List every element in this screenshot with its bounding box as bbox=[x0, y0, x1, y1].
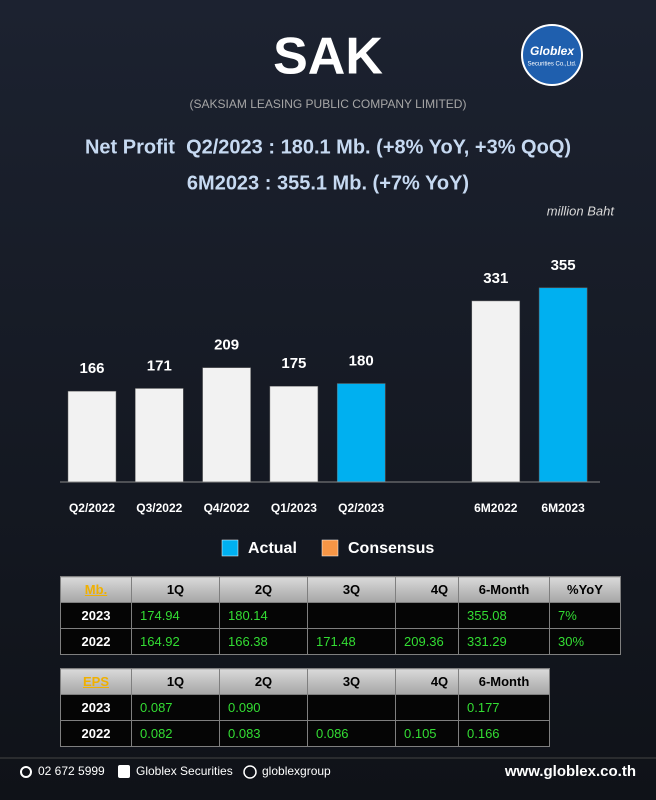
bar bbox=[67, 390, 117, 483]
footer-phone: 02 672 5999 bbox=[38, 764, 105, 778]
x-tick-label: 6M2023 bbox=[541, 501, 585, 515]
table-cell: 3Q bbox=[307, 576, 396, 603]
table-cell: 0.082 bbox=[131, 720, 220, 747]
data-label: 166 bbox=[79, 360, 104, 377]
table-row: 2023 0.087 0.090 bbox=[60, 694, 484, 721]
bar bbox=[538, 287, 588, 483]
facebook-icon bbox=[118, 765, 130, 778]
table-cell: 164.92 bbox=[131, 628, 220, 655]
x-tick-label: Q1/2023 bbox=[271, 501, 317, 515]
table-row: 0.177 bbox=[458, 694, 550, 721]
table-cell: 2022 bbox=[60, 720, 132, 747]
table-cell: 7% bbox=[549, 602, 621, 629]
unit-label: million Baht bbox=[547, 203, 616, 218]
x-tick-label: Q2/2023 bbox=[338, 501, 384, 515]
legend-swatch bbox=[221, 539, 239, 557]
data-table: 6-Month %YoY 355.08 7% 331.29 30% bbox=[458, 576, 621, 655]
table-cell bbox=[307, 694, 396, 721]
x-tick-label: Q3/2022 bbox=[136, 501, 182, 515]
table-cell: 174.94 bbox=[131, 602, 220, 629]
table-cell: 1Q bbox=[131, 668, 220, 695]
bar bbox=[202, 367, 251, 483]
footer-website: www.globlex.co.th bbox=[504, 763, 636, 780]
table-cell: 3Q bbox=[307, 668, 396, 695]
data-table: Mb. 1Q 2Q 3Q 4Q 2023 174.94 180.14 2022 164.92 166… bbox=[60, 576, 484, 655]
table-cell: 0.177 bbox=[458, 694, 550, 721]
x-tick-label: Q2/2022 bbox=[69, 501, 115, 515]
table-cell: 2Q bbox=[219, 576, 308, 603]
table-cell: 6-Month bbox=[458, 576, 550, 603]
table-cell: 180.14 bbox=[219, 602, 308, 629]
table-cell: 1Q bbox=[131, 576, 220, 603]
table-cell: %YoY bbox=[549, 576, 621, 603]
table-row: 2022 164.92 166.38 171.48 209.36 bbox=[60, 628, 484, 655]
bar bbox=[135, 388, 184, 483]
table-cell: Mb. bbox=[60, 576, 132, 603]
table-cell: 0.090 bbox=[219, 694, 308, 721]
data-table: 6-Month 0.177 0.166 bbox=[458, 668, 550, 747]
data-label: 180 bbox=[349, 353, 374, 370]
bar bbox=[336, 383, 386, 483]
table-row: EPS 1Q 2Q 3Q 4Q bbox=[60, 668, 484, 695]
table-row: 2022 0.082 0.083 0.086 0.105 bbox=[60, 720, 484, 747]
bar bbox=[471, 300, 521, 483]
logo-circle bbox=[521, 24, 583, 86]
table-cell: 171.48 bbox=[307, 628, 396, 655]
table-row: 0.166 bbox=[458, 720, 550, 747]
data-label: 175 bbox=[281, 355, 306, 372]
table-cell: 0.166 bbox=[458, 720, 550, 747]
table-row: Mb. 1Q 2Q 3Q 4Q bbox=[60, 576, 484, 603]
data-label: 209 bbox=[214, 337, 239, 354]
data-label: 171 bbox=[147, 357, 172, 374]
table-cell: 2Q bbox=[219, 668, 308, 695]
x-tick-label: 6M2022 bbox=[474, 501, 518, 515]
data-table: EPS 1Q 2Q 3Q 4Q 2023 0.087 0.090 2022 0.082 0.083 0… bbox=[60, 668, 484, 747]
table-row: 6-Month %YoY bbox=[458, 576, 621, 603]
telegram-icon bbox=[243, 765, 257, 779]
bar bbox=[269, 386, 319, 483]
headline: 6M2023 : 355.1 Mb. (+7% YoY) bbox=[187, 172, 469, 194]
table-cell: 331.29 bbox=[458, 628, 550, 655]
table-cell: 0.083 bbox=[219, 720, 308, 747]
data-label: 355 bbox=[551, 257, 576, 274]
phone-icon bbox=[20, 766, 32, 778]
logo-sub: Securities Co.,Ltd. bbox=[527, 62, 576, 68]
headline: Net Profit Q2/2023 : 180.1 Mb. (+8% YoY,… bbox=[85, 136, 571, 158]
table-row: 2023 174.94 180.14 bbox=[60, 602, 484, 629]
table-cell: EPS bbox=[60, 668, 132, 695]
table-cell: 2023 bbox=[60, 602, 132, 629]
table-row: 331.29 30% bbox=[458, 628, 621, 655]
table-cell: 0.087 bbox=[131, 694, 220, 721]
logo: Globlex bbox=[530, 44, 575, 58]
table-cell: 30% bbox=[549, 628, 621, 655]
subtitle: (SAKSIAM LEASING PUBLIC COMPANY LIMITED) bbox=[190, 97, 467, 111]
footer-telegram: globlexgroup bbox=[262, 764, 331, 778]
legend-swatch bbox=[321, 539, 339, 557]
x-tick-label: Q4/2022 bbox=[204, 501, 250, 515]
table-cell: 2022 bbox=[60, 628, 132, 655]
table-cell: 6-Month bbox=[458, 668, 550, 695]
table-cell: 166.38 bbox=[219, 628, 308, 655]
legend-label: Consensus bbox=[348, 540, 434, 557]
table-cell: 355.08 bbox=[458, 602, 550, 629]
title: SAK bbox=[273, 28, 383, 86]
table-cell: 2023 bbox=[60, 694, 132, 721]
table-row: 6-Month bbox=[458, 668, 550, 695]
data-label: 331 bbox=[483, 270, 508, 287]
legend-label: Actual bbox=[248, 540, 297, 557]
footer-facebook: Globlex Securities bbox=[136, 764, 233, 778]
table-cell: 0.086 bbox=[307, 720, 396, 747]
table-row: 355.08 7% bbox=[458, 602, 621, 629]
table-cell bbox=[307, 602, 396, 629]
